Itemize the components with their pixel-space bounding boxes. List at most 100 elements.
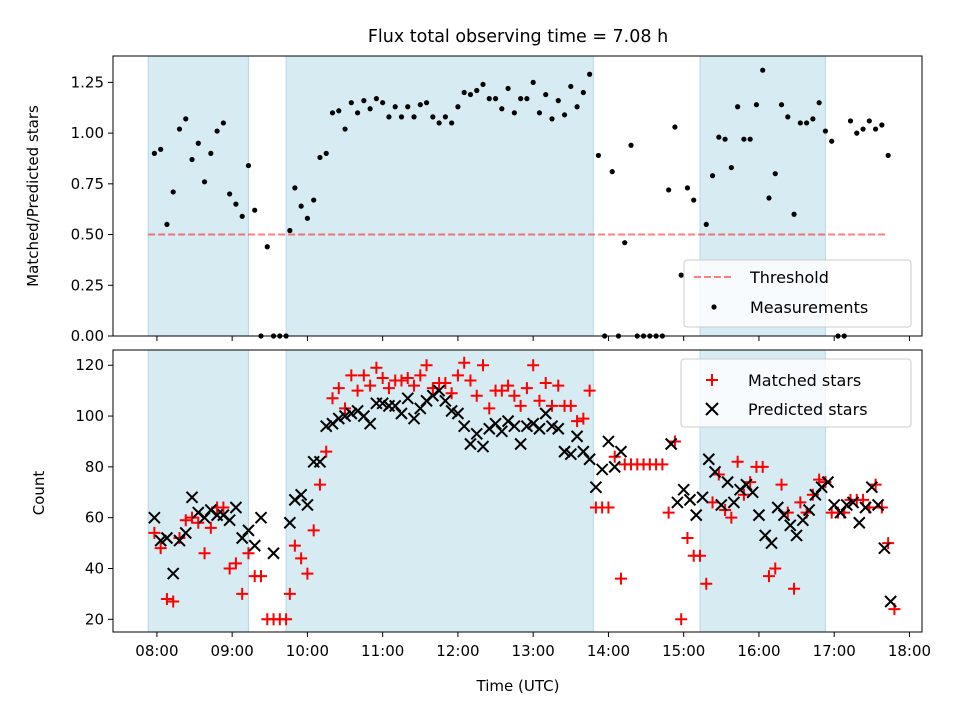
top-y-tick-label: 0.00 — [71, 327, 104, 345]
predicted-star-point — [777, 508, 791, 522]
predicted-star-point — [595, 463, 609, 476]
predicted-stars-points — [148, 384, 897, 608]
matched-star-point — [408, 379, 421, 392]
measurement-point — [530, 79, 536, 85]
measurement-point — [518, 96, 524, 102]
matched-star-point — [520, 382, 533, 395]
measurement-point — [361, 98, 367, 104]
measurement-point — [760, 67, 766, 73]
predicted-star-point — [476, 440, 490, 453]
matched-star-point — [451, 369, 464, 382]
predicted-star-point — [752, 508, 766, 522]
predicted-star-point — [407, 412, 421, 425]
matched-star-point — [527, 359, 540, 372]
predicted-star-point — [508, 420, 521, 433]
predicted-star-point — [533, 422, 546, 435]
predicted-star-point — [363, 417, 377, 430]
top-legend-box — [683, 259, 912, 328]
matched-star-point — [167, 595, 180, 608]
matched-star-point — [186, 511, 199, 524]
top-y-tick-label: 0.50 — [71, 226, 104, 244]
bottom-panel: 20 40 60 80 100 120 08:00 09:00 10:00 11:00 12:00… — [30, 349, 931, 695]
predicted-star-point — [495, 425, 509, 438]
matched-star-point — [160, 592, 173, 605]
measurement-point — [587, 71, 593, 77]
measurement-point — [735, 104, 741, 110]
predicted-star-point — [248, 539, 261, 552]
predicted-star-point — [871, 498, 885, 512]
bottom-plot-frame — [112, 349, 923, 633]
measurement-point — [398, 114, 405, 120]
legend-measurements-label: Measurements — [750, 298, 868, 317]
matched-star-point — [395, 374, 408, 387]
measurement-point — [666, 187, 672, 193]
bottom-y-tick-label: 60 — [85, 509, 104, 527]
predicted-star-point — [470, 427, 483, 441]
predicted-star-point — [301, 498, 314, 512]
matched-star-point — [788, 582, 801, 595]
predicted-star-point — [683, 493, 697, 507]
predicted-star-point — [545, 420, 559, 433]
predicted-star-point — [821, 475, 835, 489]
measurement-point — [709, 173, 716, 179]
shaded-interval — [285, 349, 594, 633]
matched-star-point — [382, 382, 395, 395]
matched-star-point — [283, 587, 296, 600]
matched-star-point — [414, 369, 427, 382]
predicted-star-point — [671, 496, 684, 509]
matched-star-point — [280, 613, 293, 626]
predicted-star-point — [223, 514, 236, 527]
predicted-star-point — [432, 384, 446, 397]
measurement-point — [214, 128, 220, 134]
predicted-star-point — [796, 514, 810, 527]
x-tick-label: 16:00 — [737, 642, 780, 660]
matched-star-point — [192, 516, 205, 529]
matched-star-point — [357, 369, 370, 382]
matched-star-point — [806, 488, 819, 501]
measurement-point — [442, 114, 448, 120]
measurement-point — [492, 96, 499, 102]
matched-star-point — [376, 371, 389, 384]
measurement-point — [430, 114, 436, 120]
measurement-point — [678, 272, 684, 278]
matched-star-point — [204, 521, 217, 534]
matched-star-point — [693, 549, 706, 562]
measurement-point — [317, 154, 323, 161]
legend-predicted-label: Predicted stars — [748, 400, 868, 419]
matched-star-point — [420, 359, 433, 372]
x-tick-label: 08:00 — [135, 642, 178, 660]
predicted-star-point — [451, 407, 465, 420]
predicted-star-point — [148, 511, 161, 524]
matched-star-point — [401, 371, 414, 384]
predicted-star-point — [254, 511, 268, 524]
matched-star-point — [255, 570, 268, 583]
x-tick-label: 13:00 — [512, 642, 555, 660]
matched-star-point — [339, 402, 352, 415]
measurement-point — [455, 104, 461, 110]
measurement-point — [480, 81, 486, 88]
measurement-point — [417, 102, 423, 108]
measurement-point — [778, 102, 785, 108]
matched-star-point — [577, 412, 590, 425]
measurement-point — [549, 116, 555, 122]
measurement-point — [511, 110, 517, 116]
measurement-point — [392, 104, 398, 110]
measurement-point — [829, 138, 835, 144]
matched-star-point — [725, 511, 738, 524]
legend-matched-swatch — [706, 374, 718, 386]
matched-star-point — [681, 532, 694, 544]
top-panel: 0.00 0.25 0.50 0.75 1.00 1.25 Matched/Predict… — [24, 55, 923, 345]
matched-star-point — [756, 460, 769, 473]
predicted-star-point — [727, 496, 741, 509]
predicted-star-point — [539, 407, 552, 420]
measurement-point — [323, 150, 329, 156]
measurement-point — [252, 207, 258, 213]
predicted-star-point — [229, 501, 243, 514]
bottom-y-axis: 20 40 60 80 100 120 — [75, 356, 113, 628]
measurement-point — [505, 85, 511, 92]
legend-threshold-label: Threshold — [749, 268, 829, 287]
matched-star-point — [351, 384, 364, 397]
matched-star-point — [364, 379, 377, 392]
x-tick-label: 17:00 — [813, 642, 856, 660]
measurement-point — [574, 104, 580, 110]
